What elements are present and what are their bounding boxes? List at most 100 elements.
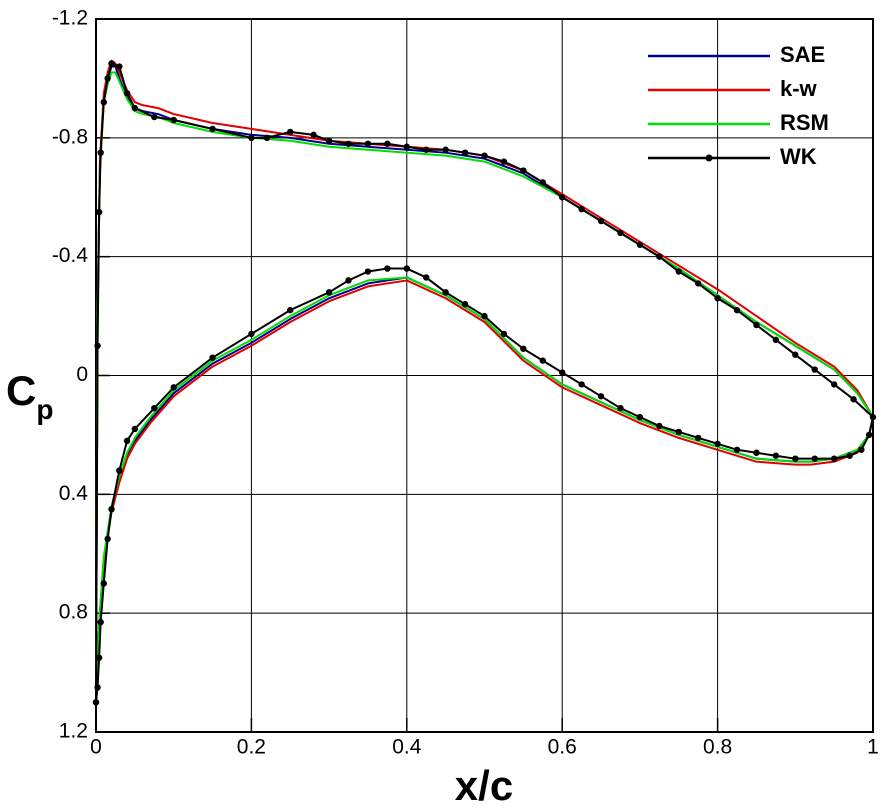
data-point xyxy=(481,312,488,320)
y-axis-label-main: C xyxy=(6,367,36,414)
data-point xyxy=(461,301,469,308)
data-point xyxy=(325,289,333,296)
y-axis-label: Cp xyxy=(6,367,53,425)
data-point xyxy=(403,143,410,150)
data-point xyxy=(733,306,741,314)
y-tick-label: 0.4 xyxy=(59,482,89,505)
data-point xyxy=(123,437,131,445)
data-point xyxy=(811,366,818,373)
data-point xyxy=(846,452,853,459)
data-point xyxy=(263,134,271,142)
data-point xyxy=(500,330,508,338)
data-point xyxy=(675,428,682,436)
y-tick-label: -0.4 xyxy=(52,244,89,267)
x-tick-label: 0.4 xyxy=(392,736,422,759)
data-point xyxy=(310,131,317,139)
data-point xyxy=(403,265,410,272)
data-point xyxy=(830,455,838,462)
y-tick-label: 0 xyxy=(76,363,88,386)
data-point xyxy=(753,449,760,456)
data-point xyxy=(97,618,104,626)
data-point xyxy=(92,699,100,706)
data-point xyxy=(104,75,111,82)
data-point xyxy=(95,654,103,661)
y-tick-label: 1.2 xyxy=(59,720,88,743)
data-point xyxy=(384,140,391,147)
data-point xyxy=(559,369,566,376)
data-point xyxy=(248,330,255,338)
data-point xyxy=(123,90,131,97)
data-point xyxy=(869,413,877,421)
data-point xyxy=(108,505,115,513)
x-tick-label: 0.8 xyxy=(703,736,732,759)
data-point xyxy=(151,113,158,121)
data-point xyxy=(94,684,101,691)
data-point xyxy=(100,98,107,106)
data-point xyxy=(287,306,294,314)
data-point xyxy=(384,265,391,272)
data-point xyxy=(850,396,857,403)
data-point xyxy=(636,241,644,248)
data-point xyxy=(539,357,546,364)
data-point xyxy=(364,268,372,275)
x-tick-label: 0 xyxy=(90,736,102,759)
legend-marker xyxy=(705,154,713,162)
data-point xyxy=(753,321,760,329)
data-point xyxy=(578,381,585,388)
data-point xyxy=(772,452,780,459)
data-point xyxy=(325,137,333,145)
data-point xyxy=(345,140,352,147)
data-point xyxy=(858,446,865,453)
data-point xyxy=(170,116,177,124)
data-point xyxy=(636,413,644,421)
data-point xyxy=(131,104,139,112)
legend-label: SAE xyxy=(780,42,825,67)
y-tick-label: -1.2 xyxy=(52,7,88,30)
series-line xyxy=(95,71,874,703)
data-point xyxy=(423,274,430,281)
data-point xyxy=(733,446,741,453)
data-point xyxy=(345,277,352,284)
legend-label: RSM xyxy=(780,110,829,135)
data-point xyxy=(97,149,104,156)
data-point xyxy=(116,467,123,474)
x-tick-label: 0.2 xyxy=(237,736,266,759)
data-point xyxy=(481,152,488,159)
data-point xyxy=(694,280,702,287)
data-point xyxy=(209,354,216,361)
data-point xyxy=(792,351,799,358)
data-point xyxy=(520,167,527,174)
data-point xyxy=(559,194,566,201)
data-point xyxy=(442,146,449,153)
data-point xyxy=(461,149,469,156)
data-point xyxy=(131,425,139,433)
data-point xyxy=(830,381,838,388)
data-point xyxy=(865,431,873,439)
data-point xyxy=(248,134,255,142)
x-axis-label: x/c xyxy=(455,762,513,809)
data-point xyxy=(104,535,111,543)
legend-label: k-w xyxy=(780,76,818,101)
data-point xyxy=(95,208,103,216)
data-point xyxy=(617,404,624,412)
data-point xyxy=(539,179,546,186)
y-tick-label: -0.8 xyxy=(52,125,88,148)
data-point xyxy=(617,229,624,237)
data-point xyxy=(442,289,449,296)
plot-frame xyxy=(95,18,874,733)
data-point xyxy=(364,140,372,147)
data-point xyxy=(792,455,799,462)
x-tick-label: 0.6 xyxy=(548,736,577,759)
data-point xyxy=(597,393,605,400)
data-point xyxy=(94,342,101,349)
data-point xyxy=(116,63,123,70)
data-point xyxy=(108,60,115,67)
data-point xyxy=(656,422,663,430)
data-point xyxy=(811,455,818,462)
data-point xyxy=(151,404,158,412)
data-point xyxy=(500,158,508,165)
data-point xyxy=(170,384,177,391)
data-point xyxy=(520,345,527,352)
data-point xyxy=(772,336,780,344)
